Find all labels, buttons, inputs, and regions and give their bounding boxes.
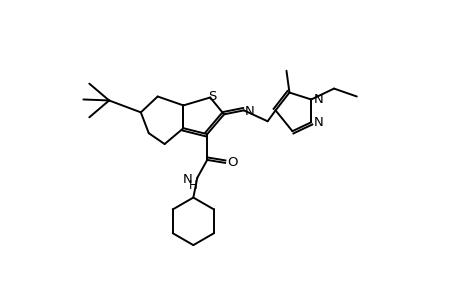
Text: H: H [189, 179, 197, 192]
Text: N: N [182, 173, 192, 186]
Text: O: O [227, 156, 238, 170]
Text: N: N [244, 105, 254, 118]
Text: N: N [313, 93, 322, 106]
Text: S: S [207, 90, 216, 103]
Text: N: N [313, 116, 322, 129]
